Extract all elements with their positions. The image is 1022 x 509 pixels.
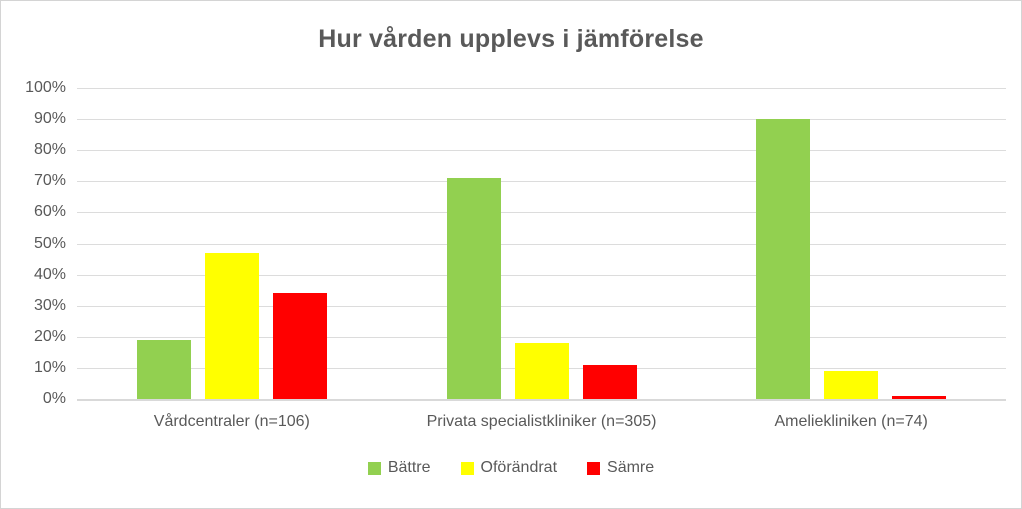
legend-swatch-icon xyxy=(460,461,474,475)
gridline xyxy=(77,305,1006,307)
y-tick-label: 90% xyxy=(33,110,66,128)
legend-item: Oförändrat xyxy=(460,459,558,477)
bar-sämre xyxy=(582,364,637,399)
chart-title: Hur vården upplevs i jämförelse xyxy=(318,25,704,53)
gridline xyxy=(77,150,1006,152)
legend-label: Sämre xyxy=(607,459,655,476)
gridline xyxy=(77,181,1006,183)
y-tick-label: 20% xyxy=(33,327,66,345)
gridline xyxy=(77,119,1006,121)
gridline xyxy=(77,243,1006,245)
y-tick-label: 10% xyxy=(33,358,66,376)
gridline xyxy=(77,336,1006,338)
y-tick-label: 60% xyxy=(33,203,66,221)
category-label: Privata specialistkliniker (n=305) xyxy=(426,413,657,430)
bar-oförändrat xyxy=(514,343,569,399)
legend: Bättre Oförändrat Sämre xyxy=(1,459,1021,477)
gridline xyxy=(77,88,1006,89)
bar-bättre xyxy=(756,119,811,399)
bar-bättre xyxy=(136,339,191,399)
legend-item: Sämre xyxy=(587,459,654,477)
x-axis-category-labels: Vårdcentraler (n=106) Privata specialistk… xyxy=(77,413,1006,431)
y-tick-label: 40% xyxy=(33,265,66,283)
legend-swatch-icon xyxy=(367,461,381,475)
bar-group xyxy=(387,88,697,399)
legend-swatch-icon xyxy=(587,461,601,475)
bar-oförändrat xyxy=(824,371,879,399)
gridline xyxy=(77,212,1006,214)
gridline xyxy=(77,274,1006,276)
bar-bättre xyxy=(446,178,501,399)
y-tick-label: 50% xyxy=(33,234,66,252)
plot-area: 0% 10% 20% 30% 40% 50% 60% 70% 80% 90% 100% xyxy=(25,79,1006,407)
bar-groups-container xyxy=(77,88,1006,399)
y-tick-label: 0% xyxy=(42,390,66,407)
y-tick-label: 30% xyxy=(33,296,66,314)
y-tick-label: 80% xyxy=(33,141,66,159)
bar-group xyxy=(696,88,1006,399)
bar-oförändrat xyxy=(204,252,259,399)
bar-group xyxy=(77,88,387,399)
bar-sämre xyxy=(272,293,327,399)
y-tick-label: 100% xyxy=(25,79,66,96)
legend-item: Bättre xyxy=(367,459,431,477)
y-tick-label: 70% xyxy=(33,172,66,190)
category-label: Vårdcentraler (n=106) xyxy=(153,413,310,430)
legend-label: Oförändrat xyxy=(480,459,558,476)
legend-label: Bättre xyxy=(387,459,431,476)
bar-sämre xyxy=(892,395,947,399)
category-label: Ameliekliniken (n=74) xyxy=(774,413,928,430)
